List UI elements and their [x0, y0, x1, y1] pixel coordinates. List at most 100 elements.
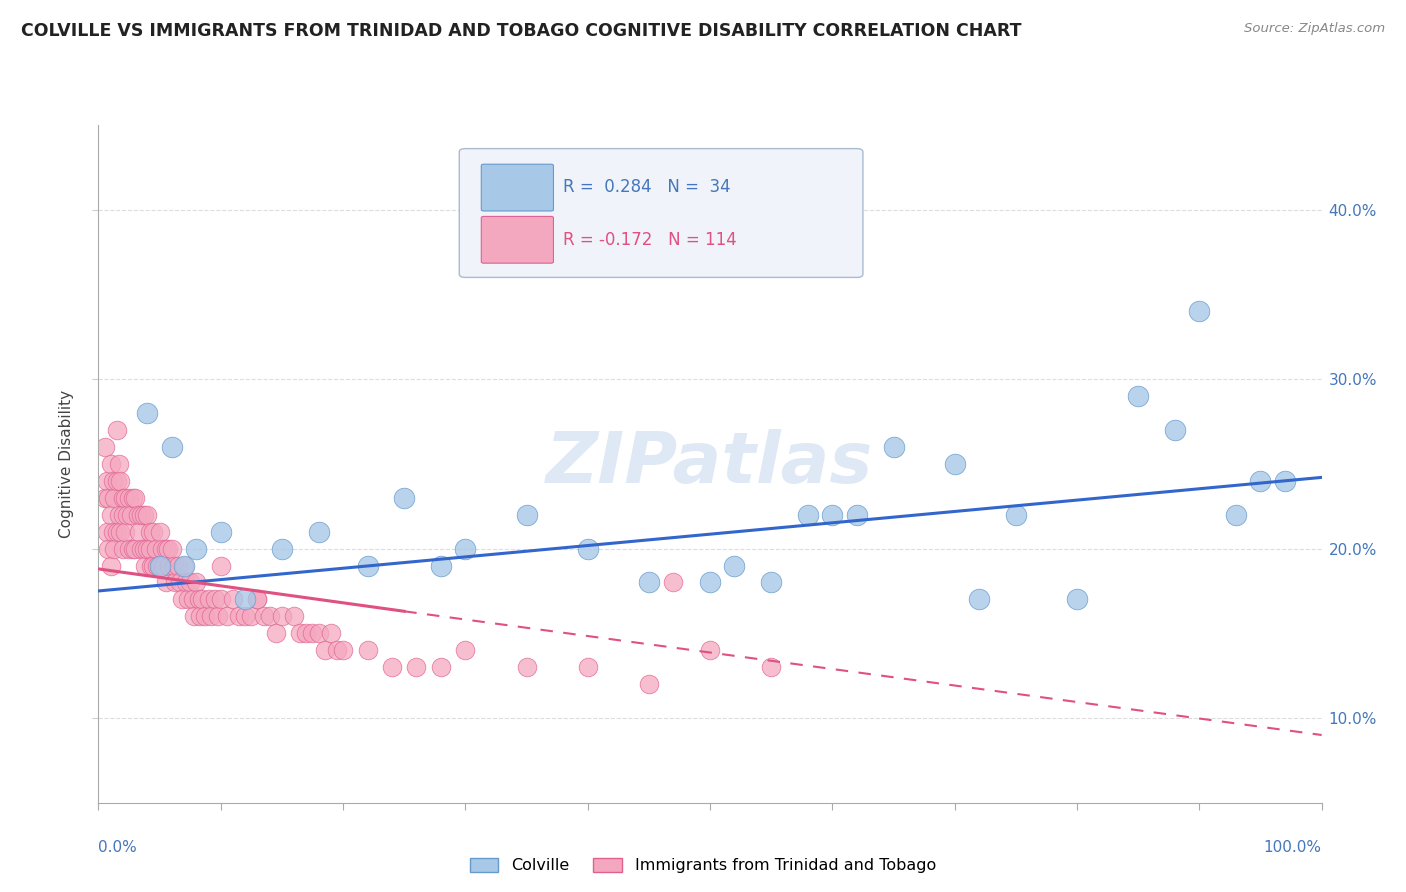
Point [179, 575, 201, 590]
Point [149, 524, 172, 539]
Point [128, 524, 150, 539]
Point [105, 423, 128, 437]
Point [1066, 592, 1088, 607]
Point [246, 592, 269, 607]
Point [228, 609, 250, 624]
Legend: Colville, Immigrants from Trinidad and Tobago: Colville, Immigrants from Trinidad and T… [464, 851, 942, 880]
Point [181, 592, 204, 607]
Point [142, 558, 165, 573]
Point [576, 541, 599, 556]
Point [93, 440, 115, 454]
Point [246, 592, 269, 607]
Point [283, 609, 305, 624]
Point [1274, 474, 1296, 488]
Point [430, 558, 453, 573]
Point [124, 491, 146, 505]
Point [356, 558, 378, 573]
Point [576, 660, 599, 674]
Point [114, 491, 136, 505]
Text: 0.0%: 0.0% [98, 840, 138, 855]
Point [723, 558, 745, 573]
Point [308, 524, 330, 539]
Point [121, 541, 143, 556]
Point [845, 508, 868, 522]
Text: Source: ZipAtlas.com: Source: ZipAtlas.com [1244, 22, 1385, 36]
Point [204, 592, 226, 607]
Point [259, 609, 281, 624]
Point [105, 474, 128, 488]
Point [105, 524, 128, 539]
Point [290, 626, 312, 640]
Point [215, 609, 238, 624]
Point [188, 609, 211, 624]
Point [139, 541, 162, 556]
Point [121, 491, 143, 505]
Point [454, 541, 477, 556]
Point [132, 541, 155, 556]
Point [96, 474, 118, 488]
Point [233, 609, 256, 624]
Point [111, 491, 134, 505]
Point [124, 541, 146, 556]
Point [177, 592, 200, 607]
Point [191, 592, 214, 607]
Point [111, 508, 134, 522]
Point [132, 508, 155, 522]
Point [662, 575, 685, 590]
Point [1188, 304, 1211, 318]
Point [252, 609, 274, 624]
Point [97, 541, 120, 556]
Point [136, 541, 159, 556]
Point [114, 524, 136, 539]
Point [1249, 474, 1271, 488]
FancyBboxPatch shape [460, 149, 863, 277]
Point [170, 592, 193, 607]
Point [295, 626, 318, 640]
Point [332, 643, 354, 657]
Point [209, 524, 232, 539]
Point [430, 660, 453, 674]
Point [405, 660, 427, 674]
FancyBboxPatch shape [481, 164, 554, 211]
Point [110, 474, 132, 488]
Point [157, 558, 180, 573]
Point [129, 508, 152, 522]
Point [111, 847, 134, 861]
Point [454, 643, 477, 657]
Point [120, 508, 142, 522]
Point [197, 592, 219, 607]
Point [136, 406, 159, 420]
Text: COLVILLE VS IMMIGRANTS FROM TRINIDAD AND TOBAGO COGNITIVE DISABILITY CORRELATION: COLVILLE VS IMMIGRANTS FROM TRINIDAD AND… [21, 22, 1022, 40]
Point [118, 491, 141, 505]
Point [319, 626, 342, 640]
Text: R = -0.172   N = 114: R = -0.172 N = 114 [564, 231, 737, 249]
Point [356, 643, 378, 657]
Point [100, 558, 122, 573]
Point [270, 609, 294, 624]
Point [169, 575, 191, 590]
Point [93, 491, 115, 505]
Point [233, 592, 256, 607]
Point [108, 457, 131, 471]
Text: ZIPatlas: ZIPatlas [547, 429, 873, 499]
Point [108, 508, 131, 522]
Point [134, 558, 156, 573]
Point [110, 524, 132, 539]
Point [101, 474, 124, 488]
Point [209, 592, 232, 607]
Point [308, 626, 330, 640]
Point [136, 508, 159, 522]
Point [821, 508, 844, 522]
Point [761, 575, 783, 590]
Point [515, 660, 537, 674]
Point [155, 541, 177, 556]
Point [1164, 423, 1187, 437]
Point [149, 558, 172, 573]
Point [145, 541, 167, 556]
Point [943, 457, 966, 471]
Point [115, 508, 138, 522]
Point [638, 575, 661, 590]
Point [100, 508, 122, 522]
Point [160, 440, 183, 454]
Text: R =  0.284   N =  34: R = 0.284 N = 34 [564, 178, 731, 196]
